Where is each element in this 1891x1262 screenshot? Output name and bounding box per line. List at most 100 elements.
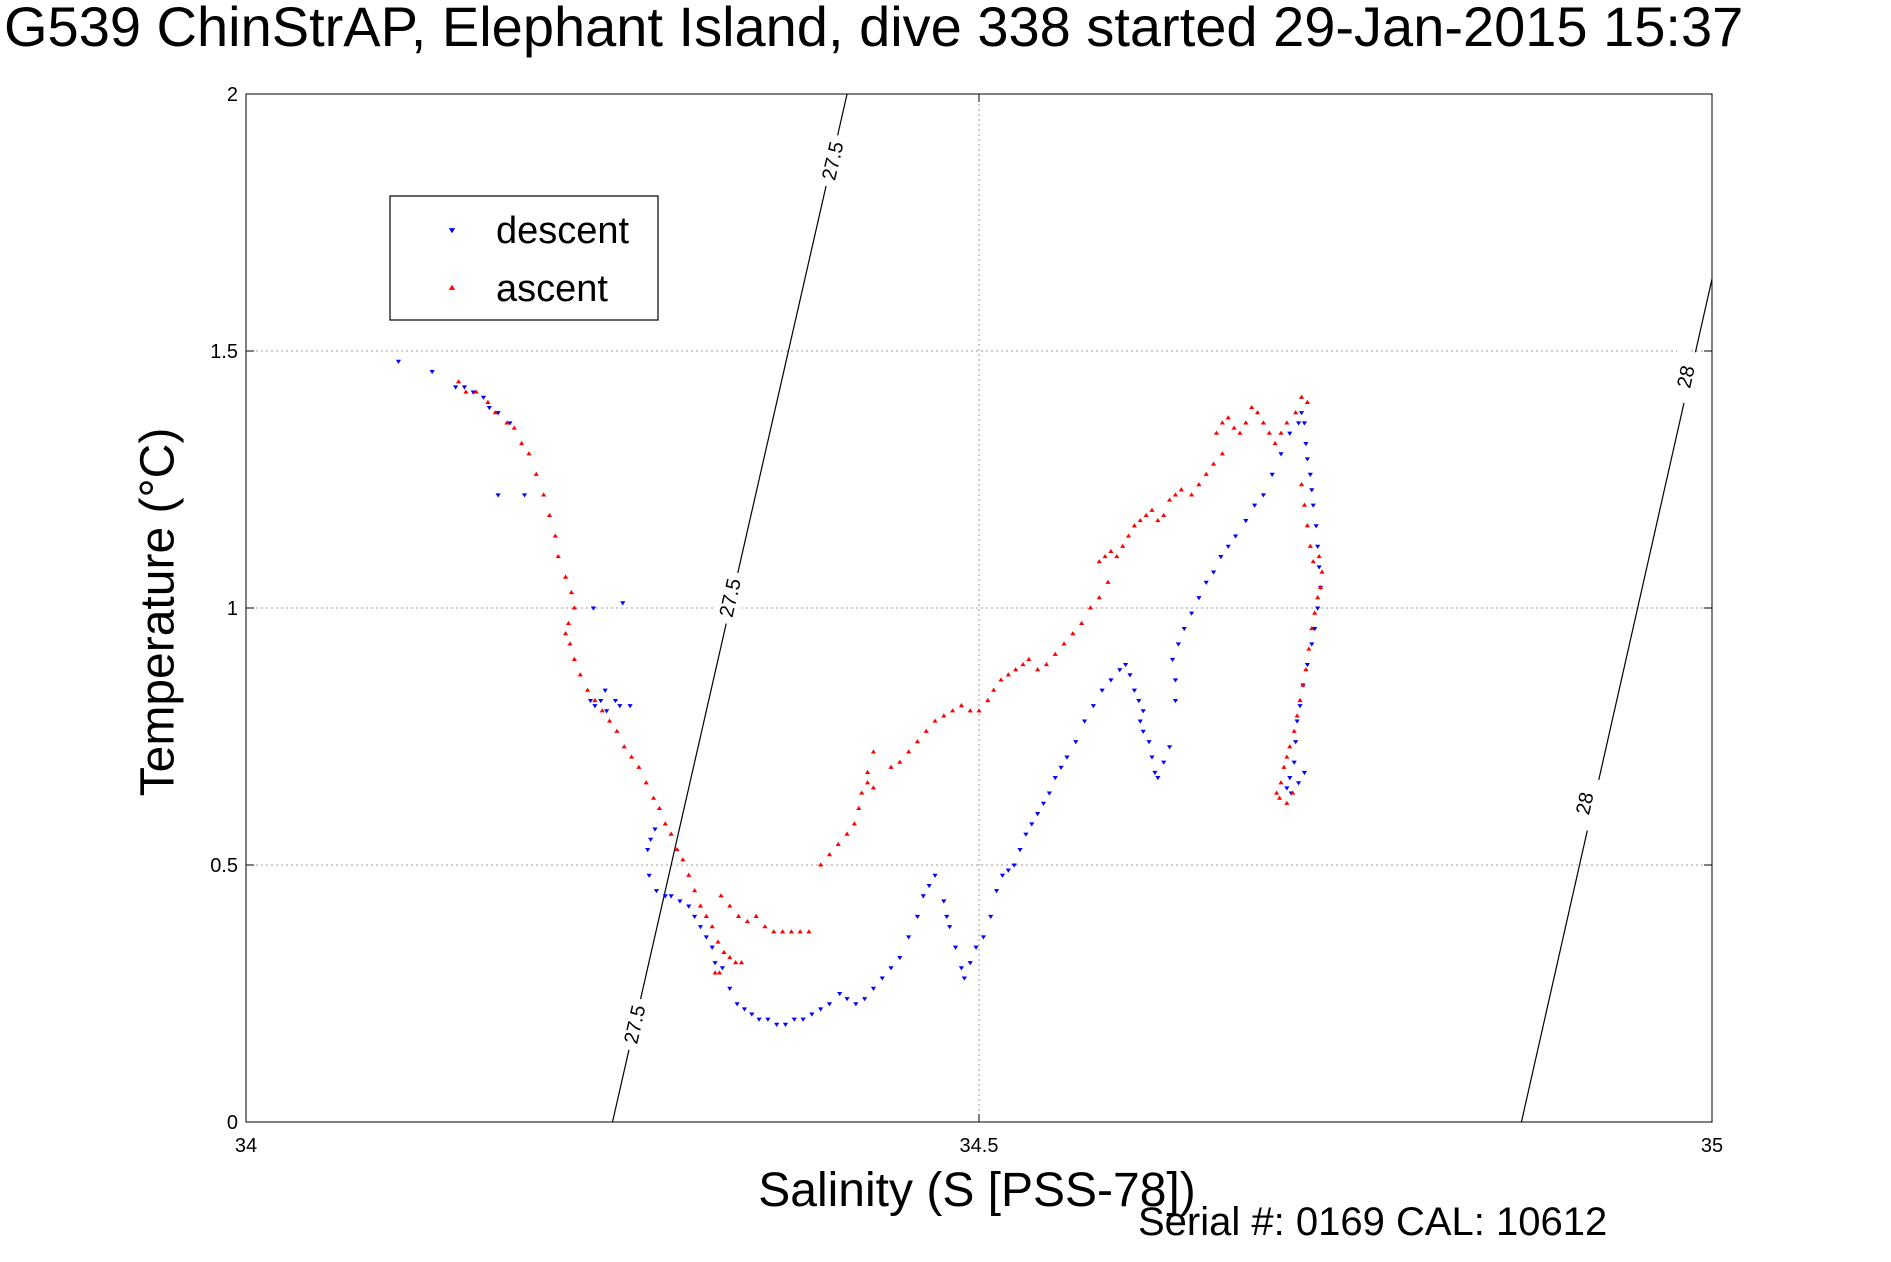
descent-point [1309,488,1315,493]
descent-point [988,914,994,919]
descent-point [1117,668,1123,673]
ascent-point [562,574,569,579]
ascent-point [1306,646,1312,651]
descent-point [1064,755,1070,760]
descent-point [1035,812,1041,817]
ascent-point [864,769,871,775]
ascent-point [888,764,894,769]
descent-point [1172,678,1179,683]
chart-title: G539 ChinStrAP, Elephant Island, dive 33… [4,0,1744,58]
descent-point [429,370,435,375]
descent-point [1073,740,1079,745]
ascent-point [686,872,692,877]
ascent-point [1260,420,1267,425]
ascent-series [455,379,1325,975]
descent-point [1297,704,1303,709]
ascent-point [1172,492,1179,497]
descent-point [1155,776,1161,781]
ascent-point [511,425,517,430]
ascent-point [636,764,642,769]
x-tick-label: 34.5 [960,1135,999,1157]
descent-point [1005,868,1011,873]
ascent-point [592,697,598,703]
ascent-point [1166,497,1173,502]
descent-point [1316,565,1322,570]
descent-point [1210,570,1217,575]
y-tick-label: 0.5 [210,855,238,877]
y-axis-label: Temperature (°C) [131,427,185,797]
descent-point [1161,760,1167,765]
ascent-point [1276,795,1283,800]
descent-point [944,914,950,919]
ascent-point [1284,420,1290,425]
ascent-point [1120,543,1126,548]
descent-point [703,935,709,940]
descent-point [774,1022,780,1027]
y-tick-label: 1 [227,598,238,620]
descent-point [888,966,894,971]
descent-point [862,997,868,1002]
descent-series [395,359,1324,1027]
x-tick-label: 35 [1701,1135,1723,1157]
ascent-point [1131,523,1137,528]
ascent-point [1284,754,1290,759]
ascent-point [1284,800,1290,805]
descent-point [592,704,598,709]
descent-point [677,899,683,904]
descent-point [1127,673,1133,678]
ascent-point [779,929,786,934]
ascent-point [571,605,577,610]
descent-point [999,873,1006,878]
descent-point [1287,776,1293,781]
descent-point [652,827,658,832]
descent-point [1029,822,1035,827]
descent-point [1172,698,1179,704]
ascent-point [1281,764,1287,769]
ascent-point [473,389,479,394]
descent-point [1315,544,1321,549]
ascent-point [1087,605,1094,610]
ascent-point [1315,595,1321,600]
ascent-point [1026,656,1032,661]
descent-point [1146,740,1152,745]
descent-point [709,945,715,950]
descent-point [1181,627,1187,632]
ascent-point [1249,404,1255,410]
descent-point [1225,544,1231,549]
descent-point [495,411,501,416]
descent-point [653,889,660,894]
descent-point [958,966,965,971]
ascent-point [844,831,850,836]
ascent-point [1225,415,1231,420]
ascent-point [897,759,903,764]
descent-point [1023,832,1029,837]
ascent-point [546,512,553,518]
descent-point [453,385,459,390]
ascent-point [797,929,803,934]
descent-point [782,1022,789,1027]
ascent-point [1143,512,1149,518]
ascent-point [923,728,929,733]
descent-point [947,925,953,930]
descent-point [879,976,885,981]
ascent-point [577,672,583,677]
ascent-point [1291,728,1297,733]
descent-point [1196,596,1202,601]
descent-point [1188,611,1195,616]
descent-point [1291,760,1297,765]
ascent-point [628,754,635,759]
ascent-point [1298,482,1305,487]
ascent-point [614,728,620,733]
ascent-point [806,929,812,934]
ascent-point [599,708,605,713]
descent-point [662,894,668,899]
ascent-point [1301,502,1308,507]
descent-point [818,1007,824,1012]
descent-point [826,1002,833,1007]
descent-point [1136,698,1142,704]
ascent-point [1287,744,1293,749]
legend-label-descent: descent [496,210,630,252]
ascent-point [998,677,1004,682]
ascent-point [650,795,657,800]
